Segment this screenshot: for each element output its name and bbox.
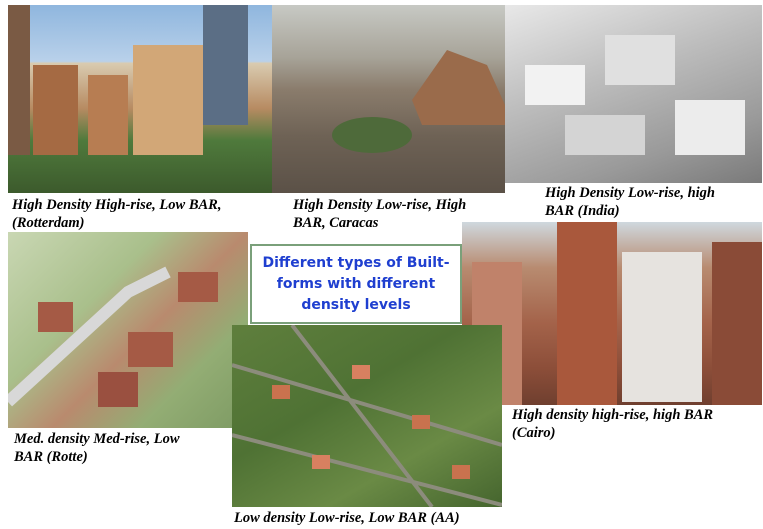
photo-cairo [462,222,762,405]
caption-line: BAR, Caracas [293,214,466,232]
center-line: Different types of Built- [262,253,449,274]
caption-line: BAR (India) [545,202,715,220]
caption-line: (Rotterdam) [12,214,221,232]
photo-art [232,325,502,507]
photo-art [272,5,505,193]
photo-art [462,222,762,405]
caption-line: High Density Low-rise, High [293,196,466,214]
caption: Low density Low-rise, Low BAR (AA) [234,509,460,527]
caption-line: High density high-rise, high BAR [512,406,713,424]
photo-rotte [8,232,248,428]
page: {"photos": [ {"caption": ["High Density … [0,0,763,529]
caption: High density high-rise, high BAR(Cairo) [512,406,713,442]
center-box: Different types of Built- forms with dif… [250,244,462,324]
photo-art [8,5,272,193]
photo-art [8,232,248,428]
caption-line: Low density Low-rise, Low BAR (AA) [234,509,460,527]
photo-art [505,5,762,183]
photo-aa [232,325,502,507]
center-line: density levels [301,295,410,316]
caption-line: Med. density Med-rise, Low [14,430,180,448]
photo-caracas [272,5,505,193]
caption-line: (Cairo) [512,424,713,442]
caption-line: High Density High-rise, Low BAR, [12,196,221,214]
caption-line: High Density Low-rise, high [545,184,715,202]
photo-india [505,5,762,183]
center-line: forms with different [277,274,435,295]
photo-rotterdam [8,5,272,193]
caption-line: BAR (Rotte) [14,448,180,466]
caption: High Density High-rise, Low BAR,(Rotterd… [12,196,221,232]
